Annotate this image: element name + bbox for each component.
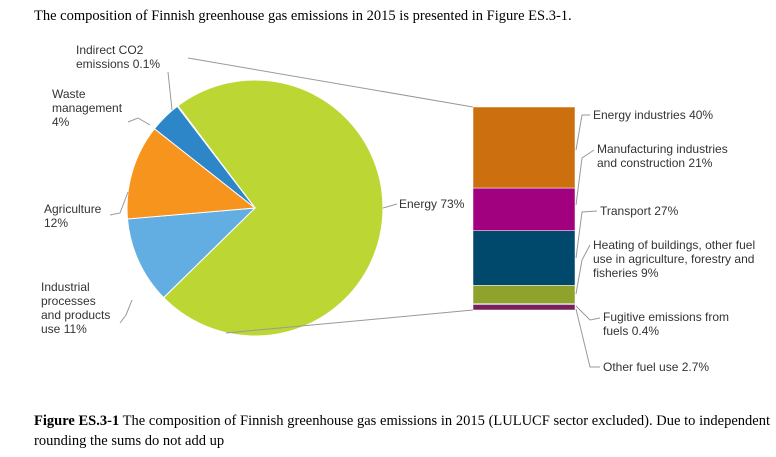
data-label: Industrial processes and products use 11… [41,280,117,336]
bar-segment [472,106,576,189]
data-label: Heating of buildings, other fuel use in … [593,238,758,280]
leader-line [119,299,133,324]
label-name: Energy [399,197,438,211]
data-label: Energy industries 40% [593,108,763,122]
label-name: Manufacturing industries and constructio… [597,142,728,170]
label-name: Industrial processes and products use [41,280,111,336]
chart [109,57,601,368]
connector-line [225,309,474,334]
leader-line [575,308,600,368]
bar-segment [472,304,576,311]
bar-segment [472,230,576,286]
label-value: 21% [688,156,713,170]
label-value: 11% [63,322,87,336]
intro-text: The composition of Finnish greenhouse ga… [34,8,572,24]
label-value: 12% [44,216,69,230]
caption-text: The composition of Finnish greenhouse ga… [34,413,770,449]
label-value: 73% [440,197,465,211]
leader-line [575,114,590,151]
label-name: Other fuel use [603,360,679,374]
label-value: 0.4% [631,324,660,338]
bar-segment [472,187,576,231]
caption: Figure ES.3-1 The composition of Finnish… [34,411,770,451]
label-name: Fugitive emissions from fuels [603,310,730,338]
label-name: Heating of buildings, other fuel use in … [593,238,756,280]
pie-slice [126,128,257,220]
leader-line [575,305,601,321]
data-label: Fugitive emissions from fuels 0.4% [603,310,753,338]
leader-line [575,210,598,259]
label-name: Agriculture [44,202,102,216]
pie-slice [176,105,256,209]
leader-line [575,244,591,295]
label-name: Waste management [52,87,123,115]
data-label: Transport 27% [600,204,678,218]
label-value: 9% [641,266,659,280]
leader-line [382,203,398,209]
leader-line [167,71,173,111]
connector-line [187,57,474,108]
label-value: 40% [689,108,714,122]
caption-label: Figure ES.3-1 [34,413,120,429]
label-name: Indirect CO2 emissions [76,43,144,71]
leader-line [127,117,151,126]
label-name: Energy industries [593,108,686,122]
leader-line [575,149,595,206]
leader-line [109,191,129,216]
label-name: Transport [600,204,651,218]
label-value: 2.7% [681,360,710,374]
data-label: Agriculture 12% [44,202,116,230]
pie-slice [162,79,384,337]
data-label: Manufacturing industries and constructio… [597,142,747,170]
pie-slice [126,207,257,299]
data-label: Indirect CO2 emissions 0.1% [76,43,176,71]
label-value: 0.1% [132,57,161,71]
label-value: 4% [52,115,70,129]
bar-segment [472,285,576,304]
label-value: 27% [654,204,679,218]
data-label: Waste management 4% [52,87,134,129]
data-label: Energy 73% [399,197,464,211]
data-label: Other fuel use 2.7% [603,360,709,374]
